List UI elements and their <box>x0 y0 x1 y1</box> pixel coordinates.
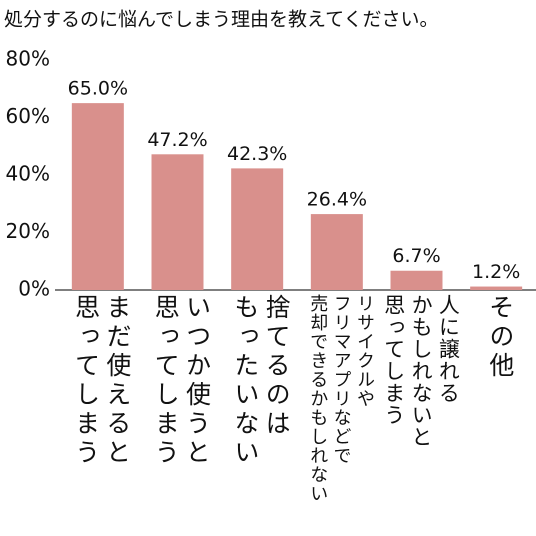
x-tick-label: まだ使えると 思ってしまう <box>71 294 132 468</box>
chart-title: 処分するのに悩んでしまう理由を教えてください。 <box>4 9 439 31</box>
x-tick-label: 捨てるのは もったいない <box>230 294 292 468</box>
y-tick-label: 0% <box>18 277 50 301</box>
value-label: 47.2% <box>147 129 207 151</box>
value-label: 26.4% <box>307 189 367 211</box>
y-tick-label: 60% <box>6 104 50 128</box>
y-tick-label: 40% <box>6 162 50 186</box>
x-tick-label: リサイクルや フリマアプリなどで 売却できるかもしれない <box>307 294 375 503</box>
bar <box>151 154 204 290</box>
x-tick-label: いつか使うと 思ってしまう <box>151 294 212 468</box>
bar <box>470 286 523 290</box>
x-tick-label: 人に譲れる かもしれないと 思ってしまう <box>381 294 461 448</box>
bar <box>231 168 284 290</box>
value-label: 6.7% <box>392 245 440 267</box>
y-tick-label: 80% <box>6 47 50 71</box>
value-label: 1.2% <box>472 261 520 283</box>
bar <box>390 270 443 290</box>
bar <box>71 103 124 290</box>
bar <box>310 214 363 290</box>
x-tick-label: その他 <box>485 294 515 381</box>
y-tick-label: 20% <box>6 219 50 243</box>
value-label: 65.0% <box>68 78 128 100</box>
value-label: 42.3% <box>227 143 287 165</box>
